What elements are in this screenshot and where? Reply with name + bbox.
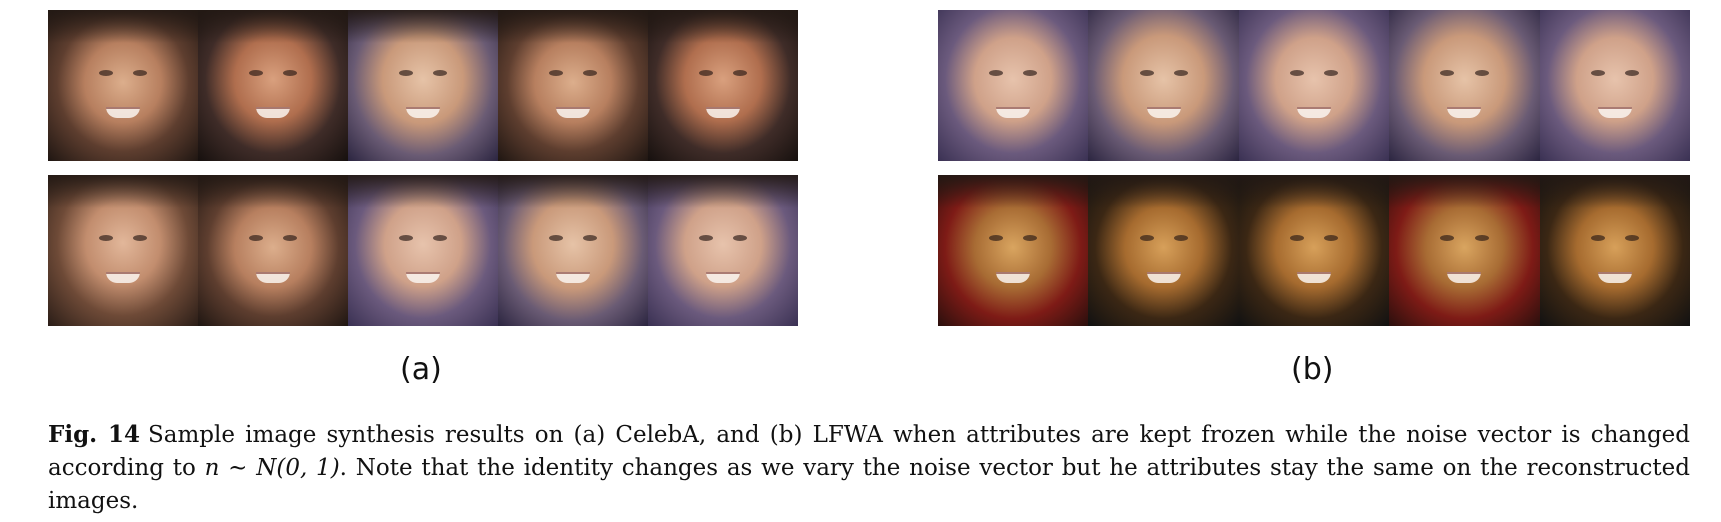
figure-label: Fig. 14 <box>48 421 141 448</box>
face-image <box>938 10 1089 161</box>
face-image <box>348 175 498 326</box>
face-image <box>938 175 1089 326</box>
face-image <box>498 10 648 161</box>
caption-text-start: Sample image synthesis results on (a) Ce… <box>48 422 1691 481</box>
image-row <box>48 175 798 326</box>
face-image <box>1088 10 1239 161</box>
subfigure-label-b: (b) <box>1291 352 1334 387</box>
image-row <box>938 175 1691 326</box>
face-image <box>198 175 348 326</box>
image-row <box>938 10 1691 161</box>
face-image <box>48 175 198 326</box>
face-image <box>648 10 798 161</box>
face-image <box>1389 10 1540 161</box>
face-image <box>648 175 798 326</box>
face-image <box>48 10 198 161</box>
face-image <box>498 175 648 326</box>
figure-caption: Fig. 14 Sample image synthesis results on… <box>48 418 1690 518</box>
face-image <box>1088 175 1239 326</box>
face-image <box>1238 10 1390 161</box>
subfigure-label-a: (a) <box>400 352 442 387</box>
face-image <box>1389 175 1540 326</box>
panel-b-lfwa-grid <box>938 10 1691 326</box>
face-image <box>1539 175 1691 326</box>
panel-a-celeba-grid <box>48 10 798 326</box>
face-image <box>1539 10 1691 161</box>
caption-math: n ∼ N(0, 1) <box>204 455 340 481</box>
face-image <box>348 10 498 161</box>
face-image <box>198 10 348 161</box>
caption-text-end: . Note that the identity changes as we v… <box>48 455 1691 514</box>
image-row <box>48 10 798 161</box>
face-image <box>1238 175 1390 326</box>
